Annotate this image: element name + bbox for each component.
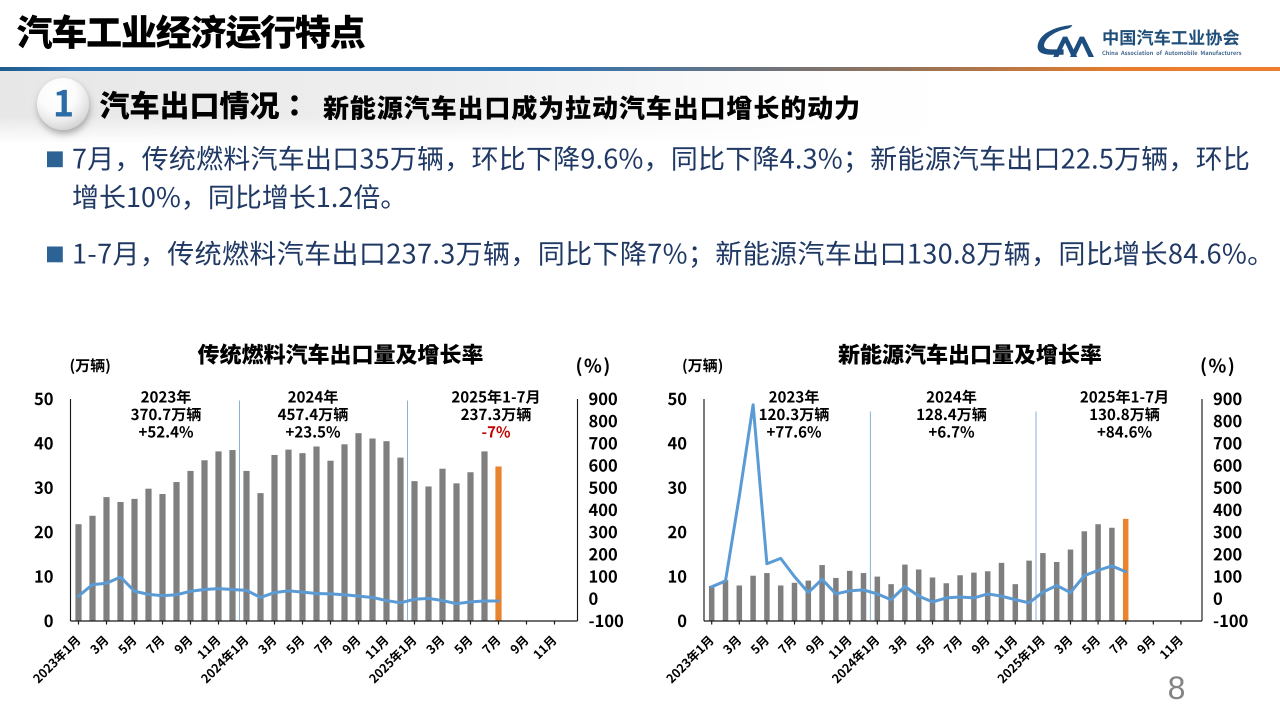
svg-text:8: 8 — [1168, 670, 1186, 706]
